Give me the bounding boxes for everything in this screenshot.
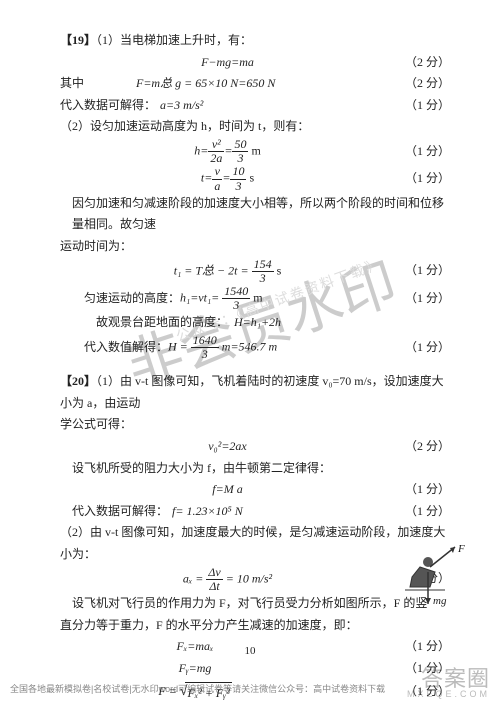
q19-p2-intro: （2）设匀加速运动高度为 h，时间为 t，则有： — [60, 116, 450, 138]
q20-p1-eq2: f=M a （1 分） — [60, 479, 450, 501]
q19-p2-eq5: 故观景台距地面的高度： H=h₁+2h — [60, 312, 450, 334]
pilot-seat-shape — [410, 567, 435, 587]
q19-p2-eq3: t₁ = T总 − 2t = 1543 s （1 分） — [60, 258, 450, 285]
q20-p2-eq1: aₓ = ΔvΔt = 10 m/s² （2 分） — [60, 566, 450, 593]
q20-p1-line2: 设飞机所受的阻力大小为 f，由牛顿第二定律得： — [60, 458, 450, 480]
q20-p2-line2b: 直分力等于重力，F 的水平分力产生减速的加速度，即： — [60, 615, 450, 637]
q19-p1-intro: 【19】（1）当电梯加速上升时，有： — [60, 30, 450, 52]
q19-p2-eq6: 代入数值解得： H = 16403 m=546.7 m （1 分） — [60, 334, 450, 361]
q20-p1-intro1: 【20】（1）由 v-t 图像可知，飞机着陆时的初速度 v₀=70 m/s，设加… — [60, 371, 450, 414]
label-mg: mg — [433, 595, 447, 607]
force-mg-arrowhead — [425, 598, 431, 604]
q20-p2-eq4: F = Fₓ² + Fᵧ² （1 分） — [60, 679, 450, 704]
q19-p1-eq1: F−mg=ma （2 分） — [60, 52, 450, 74]
q20-p1-eq1: v₀²=2ax （2 分） — [60, 436, 450, 458]
q20-p2-line2a: 设飞机对飞行员的作用力为 F，对飞行员受力分析如图所示，F 的竖 — [60, 593, 450, 615]
label-F: F — [457, 543, 465, 555]
q19-p2-eq4: 匀速运动的高度： h₁=vt₁= 15403 m （1 分） — [60, 285, 450, 312]
q20-p1-eq3: 代入数据可解得： f= 1.23×10⁵ N （1 分） — [60, 501, 450, 523]
q20-p2-eq2: Fₓ=maₓ （1 分） — [60, 636, 450, 658]
q19-p2-note2: 运动时间为： — [60, 236, 450, 258]
pilot-force-diagram: F mg — [400, 542, 470, 612]
q19-p1-eq2: 其中 F=m总 g = 65×10 N=650 N （2 分） — [60, 73, 450, 95]
q20-p2-eq3: Fᵧ=mg （1 分） — [60, 658, 450, 680]
q20-p2-intro: （2）由 v-t 图像可知，加速度最大的时候，是匀减速运动阶段，加速度大小为： — [60, 522, 450, 565]
q19-p2-eq2: t=va=103 s （1 分） — [60, 165, 450, 192]
q19-p1-eq3: 代入数据可解得： a=3 m/s² （1 分） — [60, 95, 450, 117]
q19-p2-eq1: h=v²2a=503 m （1 分） — [60, 138, 450, 165]
q20-p1-intro2: 学公式可得： — [60, 414, 450, 436]
q19-p2-note: 因匀加速和匀减速阶段的加速度大小相等，所以两个阶段的时间和位移量相同。故匀速 — [60, 193, 450, 236]
